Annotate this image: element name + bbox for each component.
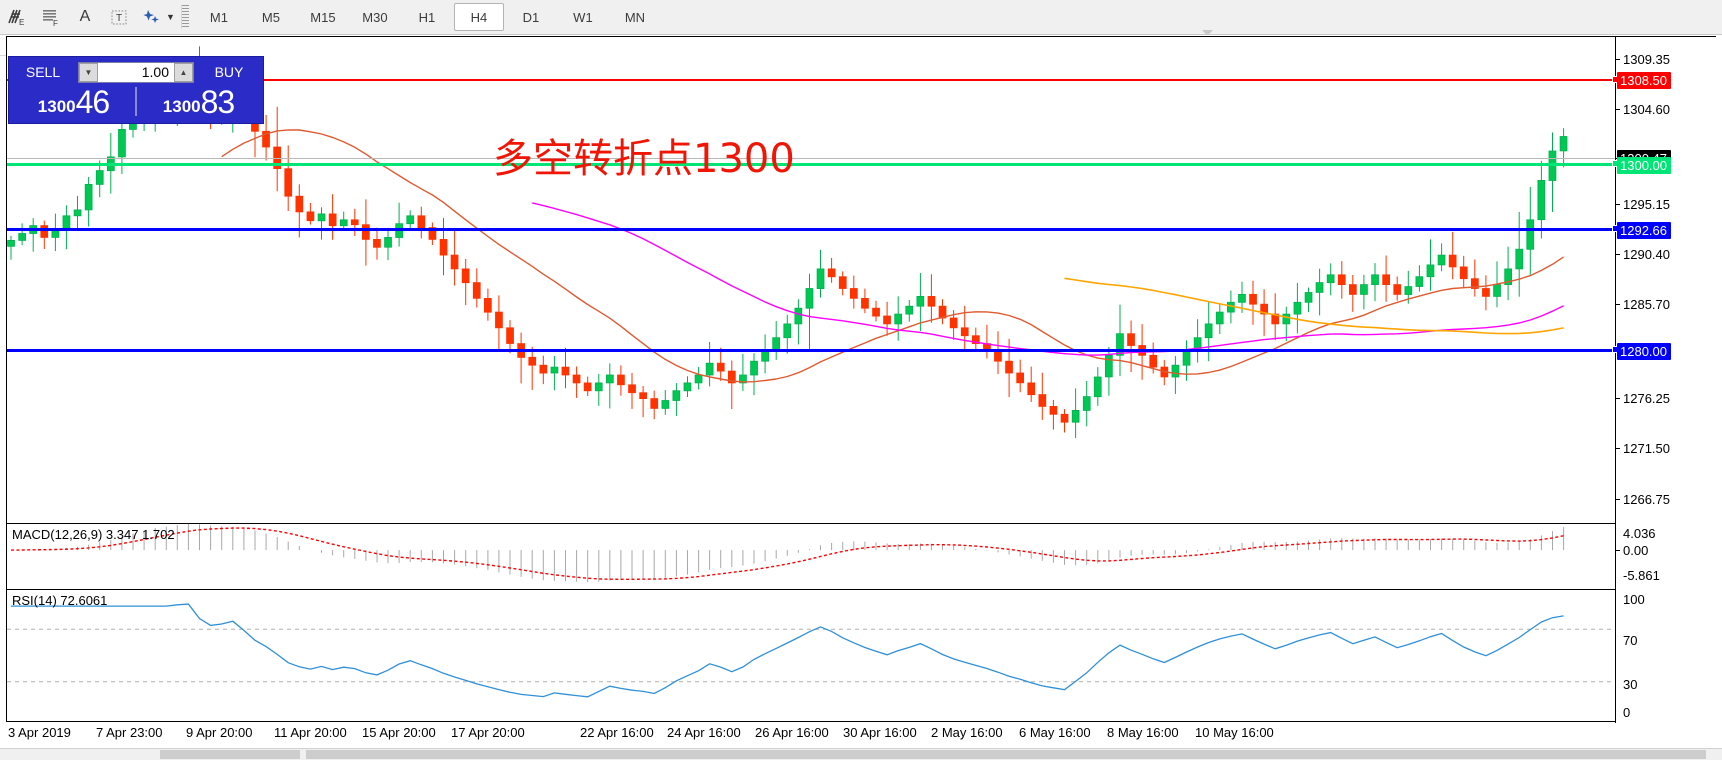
- sell-price-integer: 1300: [37, 97, 76, 116]
- time-tick-4: 15 Apr 20:00: [362, 725, 436, 740]
- chart-annotation-text[interactable]: 多空转折点1300: [493, 136, 795, 182]
- toolbar: E F A T: [0, 0, 1722, 35]
- scrollbar-thumb-right[interactable]: [306, 750, 1706, 759]
- support-line-1280[interactable]: [7, 349, 1615, 352]
- resistance-line-1308[interactable]: [7, 79, 1615, 81]
- timeframe-h4[interactable]: H4: [453, 3, 504, 31]
- time-tick-2: 9 Apr 20:00: [186, 725, 253, 740]
- bid-line-1300[interactable]: [7, 163, 1615, 166]
- svg-text:F: F: [53, 19, 58, 28]
- support-1280-price-tag[interactable]: 1280.00: [1617, 343, 1671, 360]
- volume-decrease-button[interactable]: ▼: [79, 62, 98, 82]
- time-tick-3: 11 Apr 20:00: [274, 725, 347, 740]
- price-tick-3: 1295.15: [1623, 197, 1670, 212]
- trade-prices-row: 1300 46 1300 83: [9, 85, 263, 123]
- rsi-tick-3: 0: [1623, 705, 1631, 720]
- time-tick-5: 17 Apr 20:00: [451, 725, 525, 740]
- time-tick-9: 30 Apr 16:00: [843, 725, 917, 740]
- time-tick-1: 7 Apr 23:00: [96, 725, 163, 740]
- time-tick-12: 8 May 16:00: [1107, 725, 1179, 740]
- timeframe-h1[interactable]: H1: [418, 9, 436, 25]
- time-tick-0: 3 Apr 2019: [8, 725, 71, 740]
- price-tick-5: 1285.70: [1623, 297, 1670, 312]
- text-label-icon[interactable]: T: [102, 2, 136, 32]
- horizontal-scrollbar[interactable]: [0, 748, 1722, 760]
- timeframe-m1[interactable]: M1: [209, 9, 228, 25]
- rsi-pane[interactable]: [7, 590, 1615, 721]
- support-line-1292[interactable]: [7, 228, 1615, 231]
- macd-label: MACD(12,26,9) 3.347 1.702: [12, 527, 175, 542]
- time-tick-10: 2 May 16:00: [931, 725, 1003, 740]
- indicator-list-icon[interactable]: F: [34, 2, 68, 32]
- price-tick-8: 1271.50: [1623, 441, 1670, 456]
- price-pane[interactable]: [7, 37, 1615, 487]
- timeframe-w1[interactable]: W1: [573, 9, 593, 25]
- buy-price-decimal: 83: [200, 84, 236, 120]
- macd-tick-0: 4.036: [1623, 526, 1656, 541]
- rsi-tick-2: 30: [1623, 677, 1638, 692]
- buy-button-label[interactable]: BUY: [214, 64, 244, 80]
- buy-price-button[interactable]: 1300 83: [137, 85, 260, 120]
- buy-price-integer: 1300: [162, 97, 201, 116]
- rsi-label: RSI(14) 72.6061: [12, 593, 108, 608]
- price-tick-9: 1266.75: [1623, 492, 1670, 507]
- timeframe-m5[interactable]: M5: [261, 9, 280, 25]
- volume-increase-button[interactable]: ▲: [174, 62, 193, 82]
- rsi-tick-1: 70: [1623, 633, 1638, 648]
- timeframe-m15[interactable]: M15: [310, 9, 336, 25]
- svg-text:T: T: [116, 13, 122, 24]
- sell-button-label[interactable]: SELL: [25, 64, 61, 80]
- expert-advisor-icon[interactable]: E: [0, 2, 34, 32]
- bid-price-tag[interactable]: 1300.00: [1617, 157, 1671, 174]
- one-click-trading-panel[interactable]: SELL ▼ 1.00 ▲ BUY 1300 46 1300 83: [8, 56, 264, 124]
- time-axis[interactable]: 3 Apr 2019 7 Apr 23:00 9 Apr 20:00 11 Ap…: [6, 722, 1716, 748]
- price-tick-7: 1276.25: [1623, 391, 1670, 406]
- time-tick-7: 24 Apr 16:00: [667, 725, 741, 740]
- volume-stepper[interactable]: ▼ 1.00 ▲: [78, 61, 194, 83]
- timeframe-d1[interactable]: D1: [522, 9, 540, 25]
- pane-resize-nub[interactable]: [1202, 30, 1213, 36]
- toolbar-separator: [180, 5, 189, 29]
- volume-input[interactable]: 1.00: [141, 64, 169, 80]
- resistance-price-tag[interactable]: 1308.50: [1617, 72, 1671, 89]
- pane-divider-rsi: [7, 589, 1615, 590]
- trade-panel-divider: [135, 87, 137, 116]
- support-1292-price-tag[interactable]: 1292.66: [1617, 222, 1671, 239]
- objects-icon[interactable]: [136, 2, 170, 32]
- sell-price-decimal: 46: [75, 84, 111, 120]
- time-tick-6: 22 Apr 16:00: [580, 725, 654, 740]
- macd-tick-1: 0.00: [1623, 543, 1649, 558]
- price-tick-4: 1290.40: [1623, 247, 1670, 262]
- price-tick-1: 1304.60: [1623, 102, 1670, 117]
- sell-price-button[interactable]: 1300 46: [12, 85, 135, 120]
- chart-area[interactable]: 多空转折点1300 MACD(12,26,9) 3.347 1.702 RSI(…: [6, 36, 1722, 723]
- price-axis[interactable]: 1309.35 1304.60 1300.47 1295.15 1290.40 …: [1612, 37, 1722, 723]
- macd-pane[interactable]: [7, 523, 1615, 588]
- svg-text:E: E: [19, 18, 24, 27]
- time-tick-13: 10 May 16:00: [1195, 725, 1274, 740]
- objects-dropdown-caret-icon[interactable]: ▼: [166, 12, 175, 22]
- timeframe-mn[interactable]: MN: [624, 9, 646, 25]
- macd-tick-2: -5.861: [1623, 568, 1660, 583]
- rsi-tick-0: 100: [1623, 592, 1645, 607]
- time-tick-11: 6 May 16:00: [1019, 725, 1091, 740]
- price-tick-0: 1309.35: [1623, 52, 1670, 67]
- text-tool-icon[interactable]: A: [79, 8, 91, 25]
- last-price-line: [7, 158, 1615, 159]
- trade-panel-header: SELL ▼ 1.00 ▲ BUY: [9, 57, 263, 85]
- timeframe-m30[interactable]: M30: [362, 9, 388, 25]
- time-tick-8: 26 Apr 16:00: [755, 725, 829, 740]
- scrollbar-thumb-left[interactable]: [160, 750, 300, 759]
- pane-divider-macd: [7, 523, 1615, 524]
